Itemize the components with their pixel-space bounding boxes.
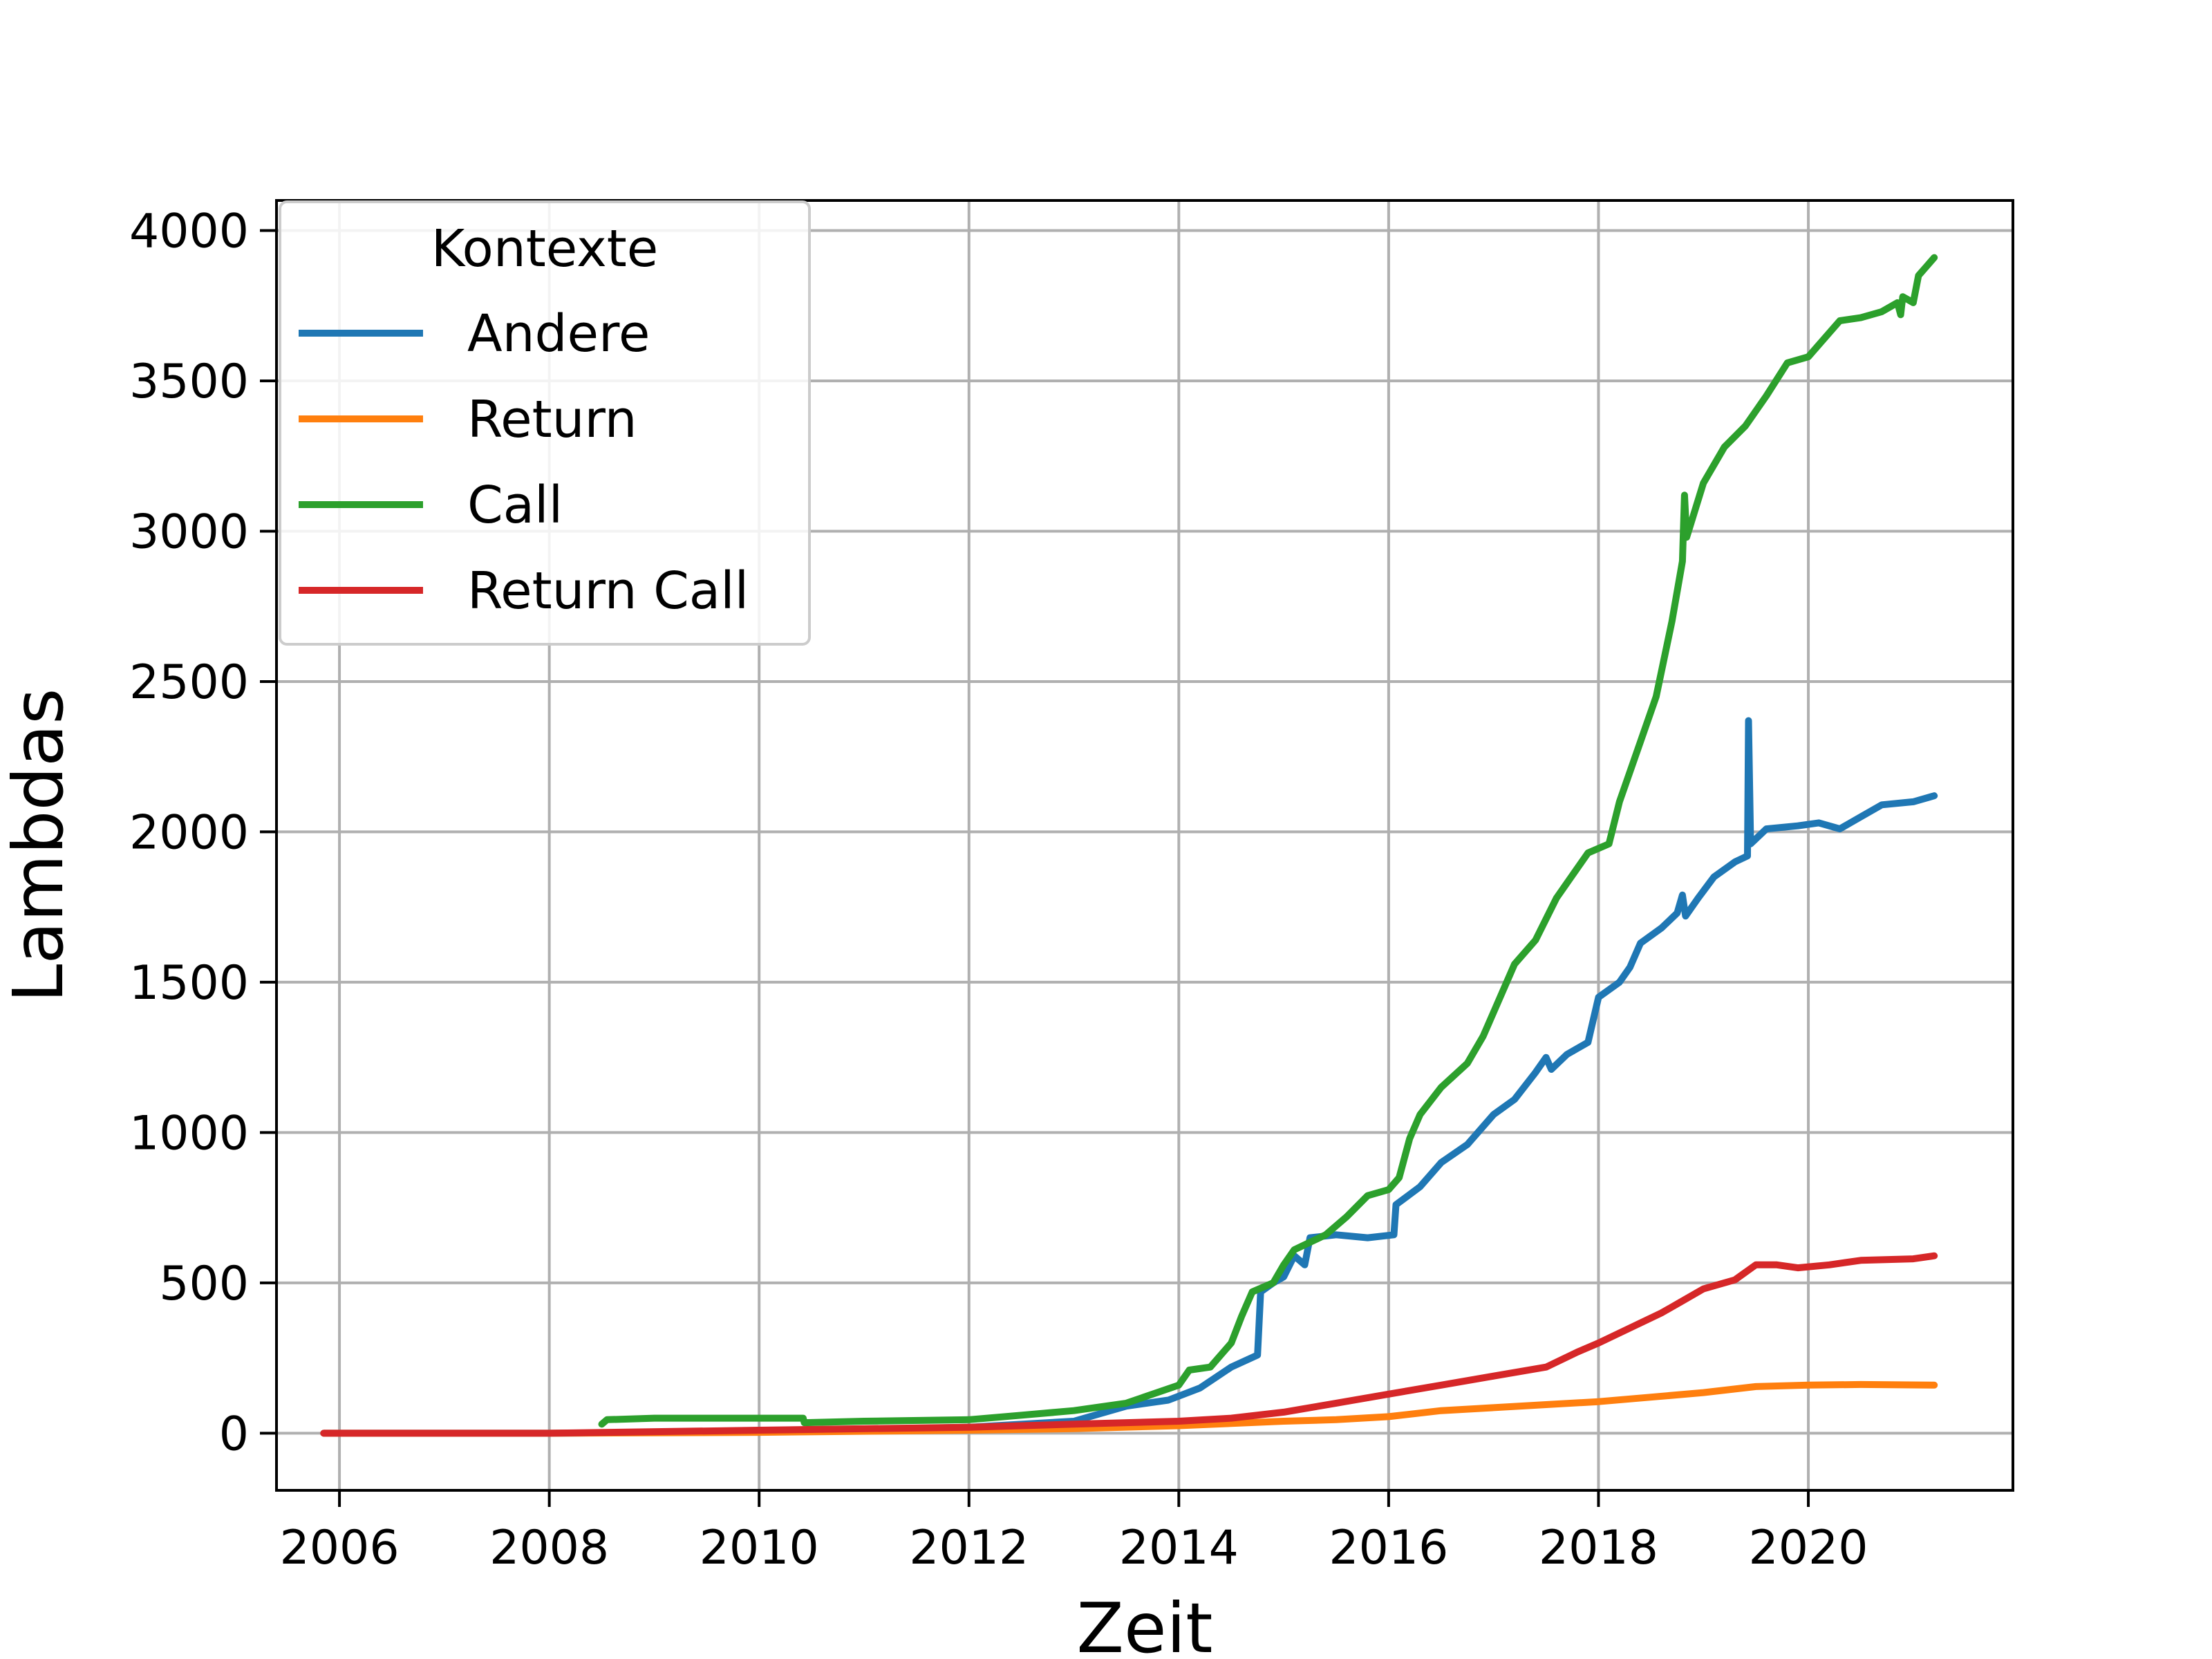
legend-label-return: Return xyxy=(467,390,637,449)
series-line-andere xyxy=(320,717,1938,1437)
y-tick-label: 2500 xyxy=(129,655,249,710)
x-axis-label: Zeit xyxy=(1076,1588,1212,1659)
series-group xyxy=(320,254,1938,1437)
legend: Kontexte Andere Return Call Return Call xyxy=(279,200,811,646)
x-tick-label: 2014 xyxy=(1119,1521,1239,1575)
x-tick-label: 2006 xyxy=(280,1521,400,1575)
x-tick-label: 2012 xyxy=(909,1521,1029,1575)
y-tick-label: 0 xyxy=(219,1407,249,1461)
x-tick-label: 2020 xyxy=(1748,1521,1868,1575)
series-line-call xyxy=(598,254,1938,1428)
x-axis-ticks: 2006 2008 2010 2012 2014 2016 2018 2020 xyxy=(280,1490,1868,1575)
legend-box xyxy=(279,200,811,646)
x-tick-label: 2008 xyxy=(489,1521,609,1575)
y-tick-label: 3000 xyxy=(129,505,249,559)
x-tick-label: 2010 xyxy=(700,1521,819,1575)
y-tick-label: 2000 xyxy=(129,805,249,860)
y-axis-ticks: 0 500 1000 1500 2000 2500 3000 3500 4000 xyxy=(129,204,276,1461)
series-line-return-call xyxy=(320,1252,1938,1437)
y-tick-label: 3500 xyxy=(129,355,249,409)
plot-frame xyxy=(275,199,2014,1492)
x-tick-label: 2016 xyxy=(1329,1521,1448,1575)
legend-label-return-call: Return Call xyxy=(467,561,749,621)
legend-label-andere: Andere xyxy=(467,304,650,364)
y-axis-label: Lambdas xyxy=(0,688,79,1003)
legend-entries: Andere Return Call Return Call xyxy=(299,304,749,621)
y-tick-label: 4000 xyxy=(129,204,249,259)
y-tick-label: 1500 xyxy=(129,956,249,1011)
legend-label-call: Call xyxy=(467,476,563,535)
y-tick-label: 500 xyxy=(159,1257,249,1311)
x-tick-label: 2018 xyxy=(1539,1521,1658,1575)
y-tick-label: 1000 xyxy=(129,1106,249,1161)
legend-title: Kontexte xyxy=(431,219,659,279)
